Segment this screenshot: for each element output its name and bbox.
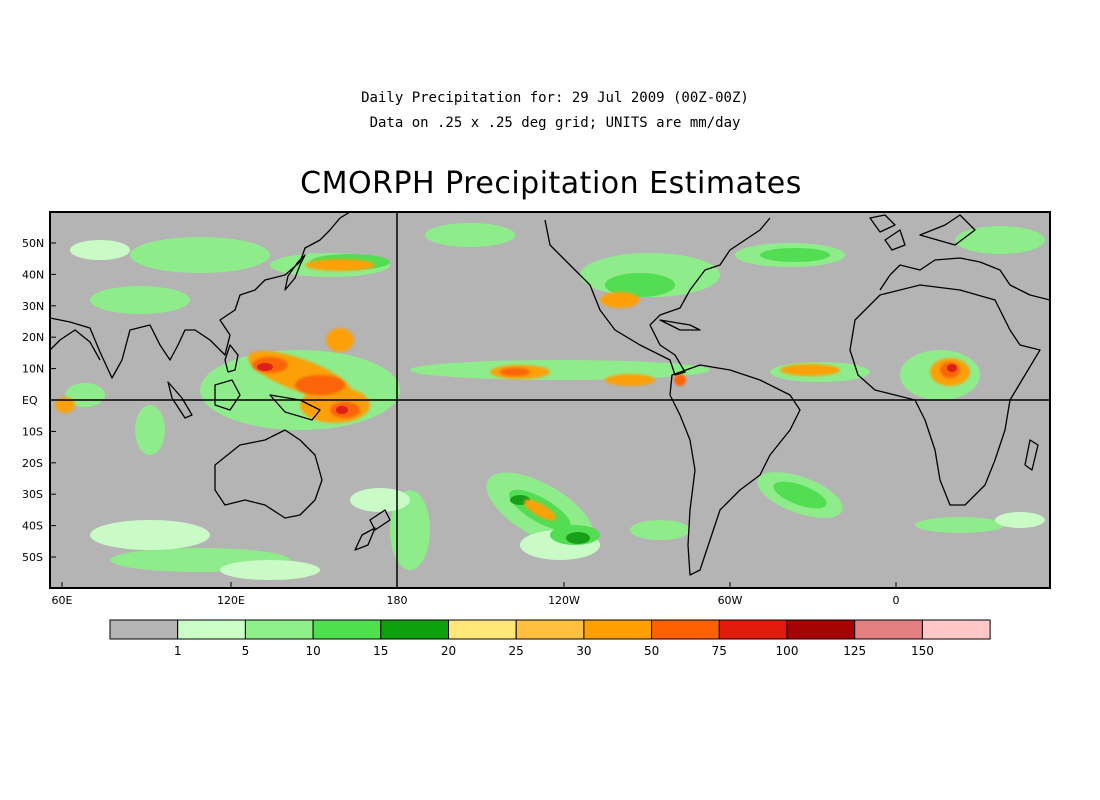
color-legend: 1 5 10 15 20 25 30 50 75 100 125 150 bbox=[109, 619, 991, 658]
lat-tick-label: 50N bbox=[22, 237, 44, 250]
legend-label: 5 bbox=[242, 644, 250, 658]
legend-label: 30 bbox=[576, 644, 591, 658]
legend-swatch bbox=[786, 619, 856, 640]
lat-tick-label: 30N bbox=[22, 300, 44, 313]
coastline-outlines bbox=[50, 212, 1050, 576]
legend-label: 100 bbox=[776, 644, 799, 658]
page-title: CMORPH Precipitation Estimates bbox=[300, 166, 802, 201]
precipitation-field bbox=[55, 223, 1045, 580]
lat-tick-label: 20S bbox=[22, 457, 43, 470]
subtitle-units: Data on .25 x .25 deg grid; UNITS are mm… bbox=[369, 115, 741, 131]
legend-swatch bbox=[515, 619, 585, 640]
legend-swatch bbox=[177, 619, 246, 640]
legend-label: 1 bbox=[174, 644, 182, 658]
legend-label: 75 bbox=[712, 644, 727, 658]
legend-label: 125 bbox=[843, 644, 866, 658]
legend-swatch bbox=[109, 619, 179, 640]
lon-tick-label: 120W bbox=[548, 594, 580, 607]
lat-tick-label: 40N bbox=[22, 268, 44, 281]
lon-tick-label: 60W bbox=[718, 594, 743, 607]
lon-tick-label: 180 bbox=[387, 594, 408, 607]
lat-tick-label: 30S bbox=[22, 488, 43, 501]
legend-swatch bbox=[312, 619, 382, 640]
lon-tick-label: 120E bbox=[217, 594, 245, 607]
legend-swatch bbox=[244, 619, 314, 640]
lat-tick-label: 10S bbox=[22, 425, 43, 438]
subtitle-date: Daily Precipitation for: 29 Jul 2009 (00… bbox=[361, 90, 749, 106]
lon-tick-label: 60E bbox=[52, 594, 73, 607]
lat-tick-label: 10N bbox=[22, 363, 44, 376]
latitude-axis: 50N 40N 30N 20N 10N EQ 10S 20S 30S 40S 50S bbox=[22, 237, 56, 564]
longitude-axis: 60E 120E 180 120W 60W 0 bbox=[52, 582, 900, 607]
lat-tick-label: 50S bbox=[22, 551, 43, 564]
legend-swatch bbox=[854, 619, 923, 640]
lat-tick-label: 20N bbox=[22, 331, 44, 344]
legend-swatch bbox=[448, 619, 517, 640]
legend-swatch bbox=[651, 619, 720, 640]
legend-swatch bbox=[718, 619, 788, 640]
lat-tick-label: EQ bbox=[22, 394, 38, 407]
legend-swatch bbox=[583, 619, 653, 640]
legend-label: 150 bbox=[911, 644, 934, 658]
lon-tick-label: 0 bbox=[893, 594, 900, 607]
legend-label: 25 bbox=[509, 644, 524, 658]
legend-label: 15 bbox=[373, 644, 388, 658]
legend-swatch bbox=[921, 619, 991, 640]
lat-tick-label: 40S bbox=[22, 520, 43, 533]
legend-label: 10 bbox=[305, 644, 320, 658]
legend-label: 20 bbox=[441, 644, 456, 658]
legend-label: 50 bbox=[644, 644, 659, 658]
legend-swatch bbox=[380, 619, 449, 640]
